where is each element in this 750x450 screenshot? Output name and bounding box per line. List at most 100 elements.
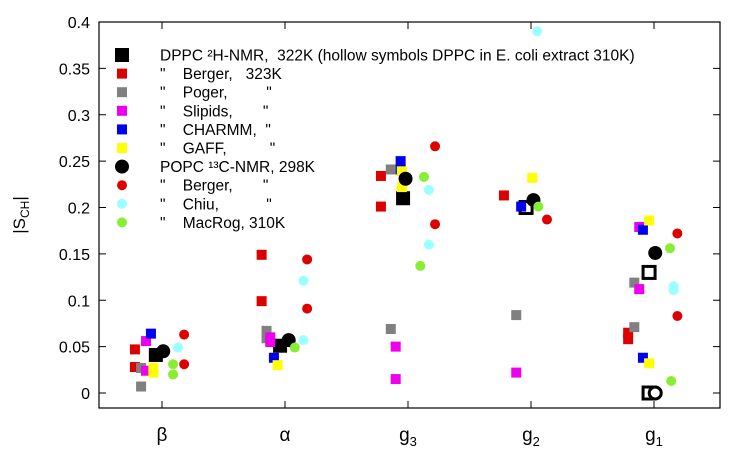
- data-point: [396, 182, 407, 193]
- data-point: [289, 342, 300, 353]
- legend-label: " Chiu, ": [160, 196, 272, 213]
- data-point: [629, 277, 640, 288]
- series-group: [168, 171, 677, 386]
- data-point: [302, 303, 313, 314]
- data-point: [533, 201, 544, 212]
- y-tick-label: 0.25: [59, 154, 90, 171]
- legend-marker: [115, 48, 129, 62]
- legend-label: " GAFF, ": [160, 141, 275, 158]
- data-point: [302, 254, 313, 265]
- data-point: [395, 156, 406, 167]
- series-group: [129, 170, 634, 373]
- data-point: [672, 228, 683, 239]
- data-point: [648, 245, 663, 260]
- x-tick-label-alpha: α: [280, 425, 291, 446]
- data-point: [256, 249, 267, 260]
- data-point: [298, 275, 309, 286]
- series-group: [172, 26, 679, 353]
- data-point: [129, 344, 140, 355]
- legend-label: " Poger, ": [160, 85, 272, 102]
- data-point: [415, 260, 426, 271]
- data-point: [623, 327, 634, 338]
- data-point: [541, 214, 552, 225]
- data-point: [647, 385, 663, 401]
- legend-marker: [117, 180, 127, 191]
- series-group: [647, 385, 663, 401]
- legend-label: " Berger, ": [160, 178, 268, 195]
- data-point: [644, 215, 655, 226]
- data-point: [634, 284, 645, 295]
- legend-label: " Slipids, ": [160, 103, 268, 120]
- legend-label: " Berger, 323K: [160, 66, 282, 83]
- y-tick-label: 0.1: [68, 293, 90, 310]
- legend-marker: [117, 68, 127, 79]
- legend-marker: [117, 124, 127, 135]
- data-point: [141, 365, 152, 376]
- data-point: [390, 374, 401, 385]
- y-tick-label: 0.3: [68, 108, 90, 125]
- data-point: [396, 166, 407, 177]
- series-group: [179, 141, 683, 370]
- legend-marker: [117, 143, 127, 153]
- data-point: [527, 172, 538, 183]
- data-point: [375, 201, 386, 212]
- data-point: [145, 328, 156, 339]
- series-group: [141, 221, 645, 385]
- data-point: [672, 311, 683, 322]
- legend-label: " CHARMM, ": [160, 122, 271, 139]
- series-group: [148, 166, 655, 378]
- plot-frame: [98, 21, 721, 409]
- data-point: [637, 352, 648, 363]
- data-point: [641, 264, 657, 280]
- data-point: [430, 219, 441, 230]
- data-point: [666, 375, 677, 386]
- data-point: [385, 164, 396, 175]
- data-point: [129, 362, 140, 373]
- data-point: [265, 336, 276, 347]
- data-point: [498, 190, 509, 201]
- data-point: [385, 324, 396, 335]
- data-point: [179, 359, 190, 370]
- legend-label: DPPC ²H-NMR, 322K (hollow symbols DPPC i…: [160, 48, 635, 65]
- data-marks: [129, 26, 683, 401]
- data-point: [390, 341, 401, 352]
- x-tick-label-g2: g2: [522, 425, 540, 449]
- data-point: [398, 171, 413, 186]
- data-point: [172, 342, 183, 353]
- data-point: [156, 344, 171, 359]
- data-point: [141, 336, 152, 347]
- data-point: [168, 369, 179, 380]
- legend: DPPC ²H-NMR, 322K (hollow symbols DPPC i…: [115, 48, 635, 232]
- data-point: [148, 367, 159, 378]
- data-point: [511, 367, 522, 378]
- axes: 0 0.05 0.1 0.15 0.2 0.25 0.3 0.35 0.4 β α g3 g2 g1: [59, 15, 720, 449]
- data-point: [629, 322, 640, 333]
- data-point: [268, 352, 279, 363]
- x-tick-label-beta: β: [157, 425, 168, 446]
- legend-marker: [117, 87, 127, 98]
- y-tick-label: 0.05: [59, 340, 90, 357]
- y-axis-label: |SCH|: [10, 196, 32, 234]
- data-point: [430, 141, 441, 152]
- x-tick-label-g3: g3: [399, 425, 417, 449]
- data-point: [644, 358, 655, 369]
- data-point: [375, 170, 386, 181]
- data-point: [179, 329, 190, 340]
- x-tick-label-g1: g1: [645, 425, 663, 449]
- data-point: [136, 381, 147, 392]
- legend-marker: [117, 105, 127, 116]
- legend-label: POPC ¹³C-NMR, 298K: [160, 159, 316, 176]
- y-tick-label: 0.4: [68, 15, 90, 32]
- legend-marker: [115, 159, 129, 174]
- data-point: [664, 243, 675, 254]
- data-point: [532, 26, 543, 37]
- data-point: [637, 224, 648, 235]
- data-point: [423, 239, 434, 250]
- data-point: [256, 296, 267, 307]
- data-point: [168, 359, 179, 370]
- y-tick-label: 0.2: [68, 201, 90, 218]
- data-point: [516, 201, 527, 212]
- data-point: [511, 310, 522, 321]
- data-point: [418, 171, 429, 182]
